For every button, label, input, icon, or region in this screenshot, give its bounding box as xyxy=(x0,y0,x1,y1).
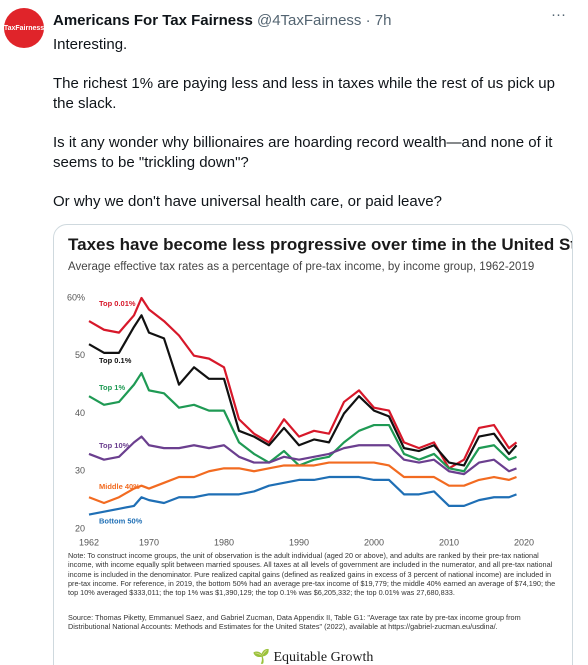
avatar[interactable]: TaxFairness xyxy=(4,8,44,48)
paragraph: The richest 1% are paying less and less … xyxy=(53,75,555,112)
y-tick-label: 60% xyxy=(67,292,85,302)
tweet-text: Interesting. The richest 1% are paying l… xyxy=(53,35,575,231)
x-tick-label: 1962 xyxy=(79,537,99,547)
series-label: Top 1% xyxy=(99,383,125,392)
series-label: Bottom 50% xyxy=(99,517,143,526)
author-name[interactable]: Americans For Tax Fairness xyxy=(53,12,253,29)
x-tick-label: 1970 xyxy=(139,537,159,547)
x-tick-label: 1990 xyxy=(289,537,309,547)
chart-note: Note: To construct income groups, the un… xyxy=(68,551,556,598)
y-tick-label: 50 xyxy=(75,350,85,360)
series-line xyxy=(88,314,518,467)
chart-subtitle: Average effective tax rates as a percent… xyxy=(68,261,535,273)
author-handle[interactable]: @4TaxFairness xyxy=(256,12,362,29)
chart-title: Taxes have become less progressive over … xyxy=(68,235,573,254)
series-line xyxy=(88,435,517,476)
more-button[interactable]: ··· xyxy=(551,6,566,23)
series-label: Middle 40% xyxy=(99,482,140,491)
x-tick-label: 1980 xyxy=(214,537,234,547)
x-tick-label: 2010 xyxy=(439,537,459,547)
y-tick-label: 20 xyxy=(75,523,85,533)
series-label: Top 10% xyxy=(99,441,130,450)
series-line xyxy=(88,371,517,473)
tweet-header: Americans For Tax Fairness @4TaxFairness… xyxy=(53,12,391,29)
series-line xyxy=(88,461,517,505)
separator: · xyxy=(365,12,371,29)
timestamp[interactable]: 7h xyxy=(374,12,392,29)
logo: 🌱 Equitable Growth xyxy=(252,650,374,665)
media-card[interactable]: Taxes have become less progressive over … xyxy=(53,224,573,665)
paragraph: Is it any wonder why billionaires are ho… xyxy=(53,134,553,171)
y-tick-label: 40 xyxy=(75,408,85,418)
paragraph: Or why we don't have universal health ca… xyxy=(53,193,442,210)
chart: 60% 50 40 30 20 1962 1970 1980 1990 2000 2010 2020 T… xyxy=(67,292,534,547)
x-tick-label: 2000 xyxy=(364,537,384,547)
logo-text: Equitable Growth xyxy=(273,650,374,665)
y-tick-label: 30 xyxy=(75,466,85,476)
x-tick-label: 2020 xyxy=(514,537,534,547)
series-label: Top 0.01% xyxy=(99,299,136,308)
series-label: Top 0.1% xyxy=(99,356,132,365)
series-line xyxy=(88,475,517,516)
chart-source: Source: Thomas Piketty, Emmanuel Saez, a… xyxy=(68,613,521,632)
paragraph: Interesting. xyxy=(53,36,128,53)
